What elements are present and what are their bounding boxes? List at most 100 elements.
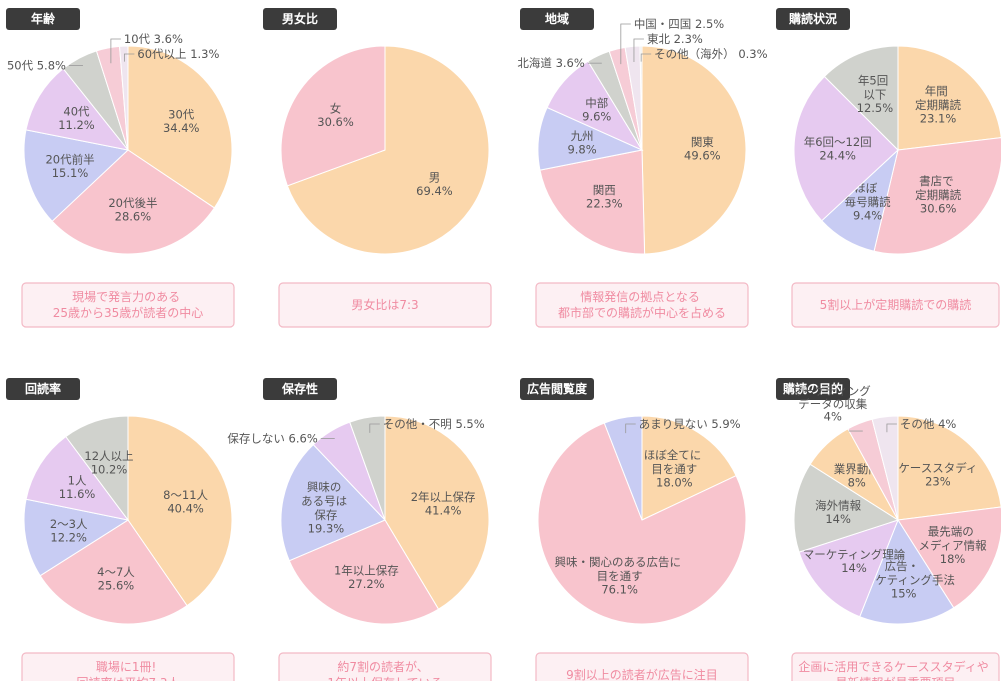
title-tab xyxy=(263,8,337,30)
summary-text: 企画に活用できるケーススタディや 最新情報が最重要項目 xyxy=(798,659,992,681)
slice-value: 11.2% xyxy=(58,118,95,132)
outside-label: あまり見ない 5.9% xyxy=(639,417,741,431)
pie-slice xyxy=(288,519,440,625)
title-tab xyxy=(776,378,850,400)
slice-value: 27.2% xyxy=(348,577,385,591)
slice-label: 広告・ マーケティング手法 xyxy=(852,559,955,587)
slice-value: 19.3% xyxy=(308,521,345,535)
slice-label: 年6回～12回 xyxy=(804,134,872,148)
slice-label: 男 xyxy=(429,170,441,184)
slice-value: 69.4% xyxy=(416,184,453,198)
slice-value: 15.1% xyxy=(52,166,89,180)
summary-text: 情報発信の拠点となる 都市部での購読が中心を占める xyxy=(558,290,726,320)
summary-text: 9割以上の読者が広告に注目 xyxy=(566,667,718,681)
pie-slice xyxy=(25,435,130,521)
outside-label: 北海道 3.6% xyxy=(517,56,584,70)
outside-value: 3.6% xyxy=(556,56,585,70)
outside-value: 5.8% xyxy=(37,58,66,72)
title-tab xyxy=(6,378,80,400)
slice-label: 1年以上保存 xyxy=(334,563,399,577)
slice-value: 30.6% xyxy=(317,115,354,129)
summary-text: 約7割の読者が、 1年以上保存している xyxy=(327,659,442,681)
chart-title: 保存性 xyxy=(281,381,318,396)
slice-label: 4～7人 xyxy=(97,565,135,579)
slice-label: 書店で 定期購読 xyxy=(915,173,961,201)
slice-value: 34.4% xyxy=(163,121,200,135)
slice-label: 2年以上保存 xyxy=(411,489,476,503)
leader-line xyxy=(123,53,135,62)
pie-slice xyxy=(127,415,233,607)
pie-slice xyxy=(23,498,130,577)
slice-value: 11.6% xyxy=(59,487,96,501)
title-tab xyxy=(263,378,337,400)
slice-value: 10.2% xyxy=(91,462,128,476)
outside-value: 4% xyxy=(824,410,842,424)
leader-line xyxy=(369,423,380,433)
chart-title: 回読率 xyxy=(25,381,61,396)
pie-slice xyxy=(65,415,129,522)
slice-value: 18.0% xyxy=(656,476,693,490)
outside-label: その他・不明 5.5% xyxy=(383,417,485,431)
outside-name: 保存しない xyxy=(227,431,285,445)
pie-slice xyxy=(384,415,490,610)
outside-label: その他 4% xyxy=(900,417,956,431)
outside-name: 北海道 xyxy=(517,56,552,70)
pie-slice xyxy=(39,519,188,625)
outside-label: 保存しない 6.6% xyxy=(227,431,317,445)
outside-label: 50代 5.8% xyxy=(7,58,66,72)
pie-slice xyxy=(897,45,1001,151)
summary-text: 現場で発言力のある 25歳から35歳が読者の中心 xyxy=(53,290,204,320)
title-tab xyxy=(776,8,850,30)
summary-box xyxy=(278,282,492,328)
slice-value: 12.2% xyxy=(50,530,87,544)
pie-slice xyxy=(859,518,955,625)
leader-line xyxy=(625,423,636,434)
leader-line xyxy=(620,23,631,65)
slice-label: 12人以上 xyxy=(84,448,133,462)
slice-label: 関西 xyxy=(593,183,616,197)
slice-label: 海外情報 xyxy=(815,498,861,512)
pie-slice xyxy=(793,463,900,553)
pie-slice xyxy=(537,422,747,625)
outside-name: その他・不明 xyxy=(383,417,452,431)
outside-name: 50代 xyxy=(7,58,34,72)
summary-box xyxy=(791,652,1000,681)
outside-name: 10代 xyxy=(124,32,151,46)
slice-label: 興味の ある号は 保存 xyxy=(301,479,351,521)
outside-value: 6.6% xyxy=(289,431,318,445)
summary-box xyxy=(21,282,235,328)
slice-value: 8% xyxy=(848,476,866,490)
slice-value: 18% xyxy=(940,552,966,566)
slice-label: 1人 xyxy=(68,473,87,487)
slice-value: 76.1% xyxy=(601,583,638,597)
outside-label: 60代以上 1.3% xyxy=(137,47,219,61)
slice-value: 22.3% xyxy=(586,197,623,211)
pie-slice xyxy=(639,45,643,151)
slice-label: 女 xyxy=(330,101,342,115)
slice-label: 年間 定期購読 xyxy=(915,83,961,111)
slice-label: 中部 xyxy=(585,96,608,110)
pie-slice xyxy=(539,149,646,255)
slice-value: 9.6% xyxy=(582,110,611,124)
pie-slice xyxy=(51,149,216,255)
pie-slice xyxy=(23,129,130,222)
pie-slice xyxy=(897,506,1001,609)
pie-slice xyxy=(118,45,129,151)
slice-label: 8～11人 xyxy=(163,488,208,502)
slice-label: ケーススタディ xyxy=(898,460,977,474)
slice-label: 興味・関心のある広告に 目を通す xyxy=(555,555,685,583)
slice-label: 関東 xyxy=(691,135,714,149)
summary-text: 男女比は7:3 xyxy=(351,297,418,312)
outside-value: 4% xyxy=(938,417,956,431)
title-tab xyxy=(6,8,80,30)
pie-slice xyxy=(280,45,386,187)
pie-slice xyxy=(349,415,386,521)
pie-slice xyxy=(871,415,899,521)
summary-box xyxy=(21,652,235,681)
outside-value: 2.3% xyxy=(674,32,703,46)
slice-value: 12.5% xyxy=(857,101,894,115)
pie-slice xyxy=(603,415,643,521)
slice-label: 最先端の メディア情報 xyxy=(918,524,987,552)
slice-value: 14% xyxy=(841,561,867,575)
outside-label: マーケティング データの収集 xyxy=(791,384,874,411)
